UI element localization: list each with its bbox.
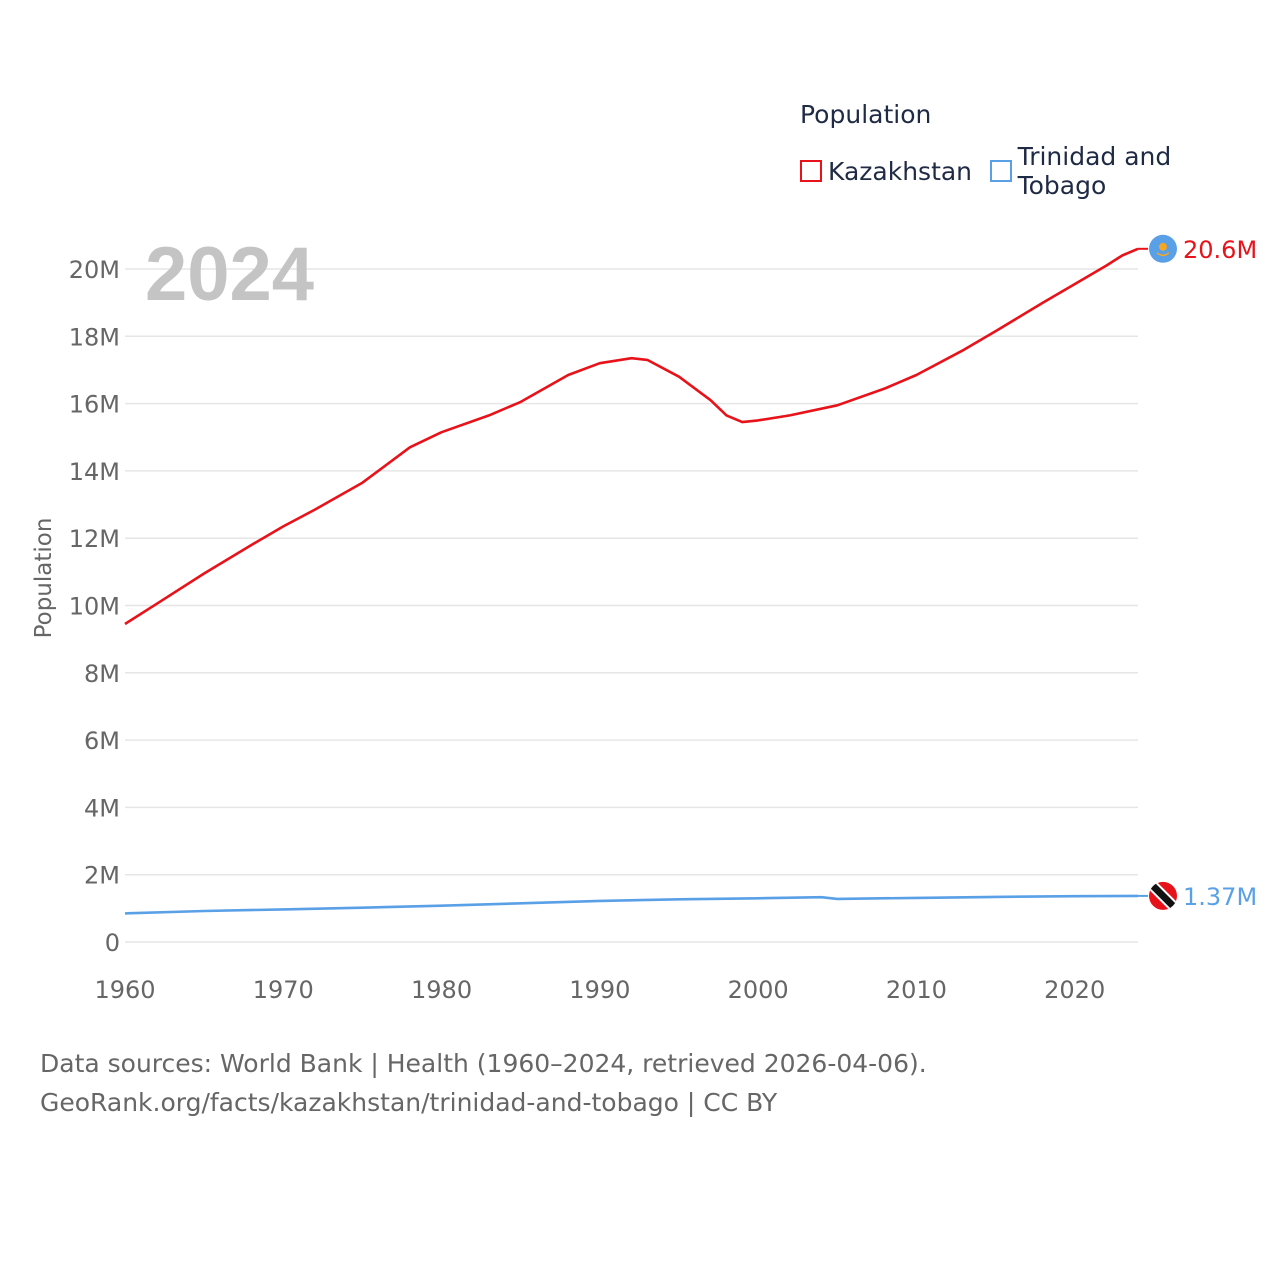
series-layer: 20.6M 1.37M bbox=[124, 234, 1257, 915]
y-tick-label: 14M bbox=[69, 458, 120, 486]
y-tick-label: 0 bbox=[105, 929, 120, 957]
trinidad-and-tobago-flag-icon bbox=[1149, 881, 1177, 910]
legend-item-trinidad-and-tobago[interactable]: Trinidad and Tobago bbox=[990, 142, 1262, 200]
source-url-text: GeoRank.org/facts/kazakhstan/trinidad-an… bbox=[40, 1088, 778, 1117]
y-tick-label: 16M bbox=[69, 391, 120, 419]
kazakhstan-flag-icon bbox=[1149, 234, 1177, 263]
y-tick-label: 12M bbox=[69, 525, 120, 553]
legend-item-kazakhstan[interactable]: Kazakhstan bbox=[800, 157, 972, 186]
y-axis-label: Population bbox=[31, 518, 57, 639]
y-tick-label: 18M bbox=[69, 323, 120, 351]
legend-label-kazakhstan: Kazakhstan bbox=[828, 156, 973, 186]
footer: Data sources: World Bank | Health (1960–… bbox=[40, 1044, 927, 1122]
x-tick-label: 1980 bbox=[411, 976, 472, 1004]
x-tick-label: 1970 bbox=[253, 976, 314, 1004]
x-tick-label: 1990 bbox=[569, 976, 630, 1004]
series-line-kazakhstan[interactable] bbox=[124, 247, 1139, 626]
y-tick-labels: 0 2M 4M 6M 8M 10M 12M 14M 16M 18M 20M bbox=[69, 256, 120, 957]
population-line-chart: 0 2M 4M 6M 8M 10M 12M 14M 16M 18M 20M 1960 1970 1980… bbox=[31, 232, 1257, 1004]
x-tick-label: 1960 bbox=[94, 976, 155, 1004]
legend-label-trinidad-and-tobago: Trinidad and Tobago bbox=[1017, 142, 1172, 200]
x-tick-labels: 1960 1970 1980 1990 2000 2010 2020 bbox=[94, 976, 1105, 1004]
y-tick-label: 20M bbox=[69, 256, 120, 284]
legend-title: Population bbox=[800, 100, 932, 129]
legend-swatch-trinidad-and-tobago bbox=[990, 160, 1012, 182]
end-value-label-kazakhstan: 20.6M bbox=[1183, 236, 1257, 264]
x-tick-label: 2000 bbox=[728, 976, 789, 1004]
y-tick-label: 8M bbox=[84, 660, 120, 688]
y-tick-label: 6M bbox=[84, 727, 120, 755]
y-tick-label: 4M bbox=[84, 794, 120, 822]
data-sources-text: Data sources: World Bank | Health (1960–… bbox=[40, 1049, 927, 1078]
y-tick-label: 2M bbox=[84, 862, 120, 890]
x-tick-label: 2010 bbox=[886, 976, 947, 1004]
end-value-label-trinidad-and-tobago: 1.37M bbox=[1183, 883, 1257, 911]
x-tick-label: 2020 bbox=[1044, 976, 1105, 1004]
grid-lines bbox=[125, 268, 1138, 943]
year-watermark: 2024 bbox=[145, 232, 314, 317]
series-line-trinidad-and-tobago[interactable] bbox=[124, 894, 1139, 915]
legend-swatch-kazakhstan bbox=[800, 160, 822, 182]
y-tick-label: 10M bbox=[69, 593, 120, 621]
legend: Kazakhstan Trinidad and Tobago bbox=[800, 142, 1280, 200]
